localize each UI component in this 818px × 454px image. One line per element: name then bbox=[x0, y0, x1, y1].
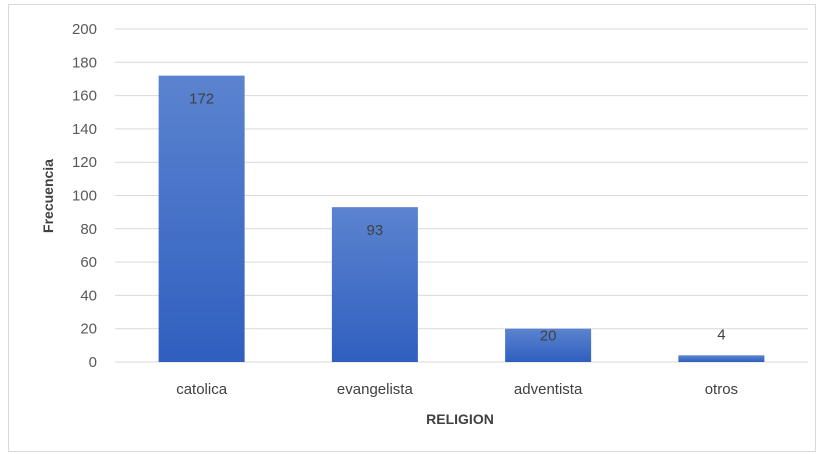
y-tick-label-100: 100 bbox=[72, 188, 97, 205]
x-axis-title: RELIGION bbox=[426, 411, 494, 427]
x-category-label-otros: otros bbox=[705, 381, 738, 398]
y-tick-label-20: 20 bbox=[80, 321, 97, 338]
bar-catolica bbox=[158, 75, 245, 363]
y-tick-label-200: 200 bbox=[72, 21, 97, 38]
y-tick-label-60: 60 bbox=[80, 254, 97, 271]
y-tick-label-180: 180 bbox=[72, 54, 97, 71]
y-tick-label-40: 40 bbox=[80, 287, 97, 304]
data-label-adventista: 20 bbox=[540, 328, 557, 345]
data-label-evangelista: 93 bbox=[367, 222, 384, 239]
bars: 172 93 20 4 bbox=[158, 75, 765, 363]
x-axis-categories: catolica evangelista adventista otros bbox=[176, 381, 738, 398]
y-tick-label-140: 140 bbox=[72, 121, 97, 138]
bar-adventista bbox=[505, 328, 592, 362]
y-tick-label-120: 120 bbox=[72, 154, 97, 171]
x-category-label-evangelista: evangelista bbox=[337, 381, 414, 398]
y-tick-label-0: 0 bbox=[89, 354, 97, 371]
y-axis-ticks: 0 20 40 60 80 100 120 140 160 180 200 bbox=[72, 21, 97, 371]
data-label-otros: 4 bbox=[717, 326, 725, 343]
y-tick-label-80: 80 bbox=[80, 221, 97, 238]
bar-otros bbox=[678, 355, 765, 362]
x-category-label-catolica: catolica bbox=[176, 381, 228, 398]
data-label-catolica: 172 bbox=[189, 91, 214, 108]
bar-evangelista bbox=[331, 207, 418, 362]
x-category-label-adventista: adventista bbox=[514, 381, 583, 398]
y-axis-title: Frecuencia bbox=[40, 159, 56, 233]
y-tick-label-160: 160 bbox=[72, 88, 97, 105]
